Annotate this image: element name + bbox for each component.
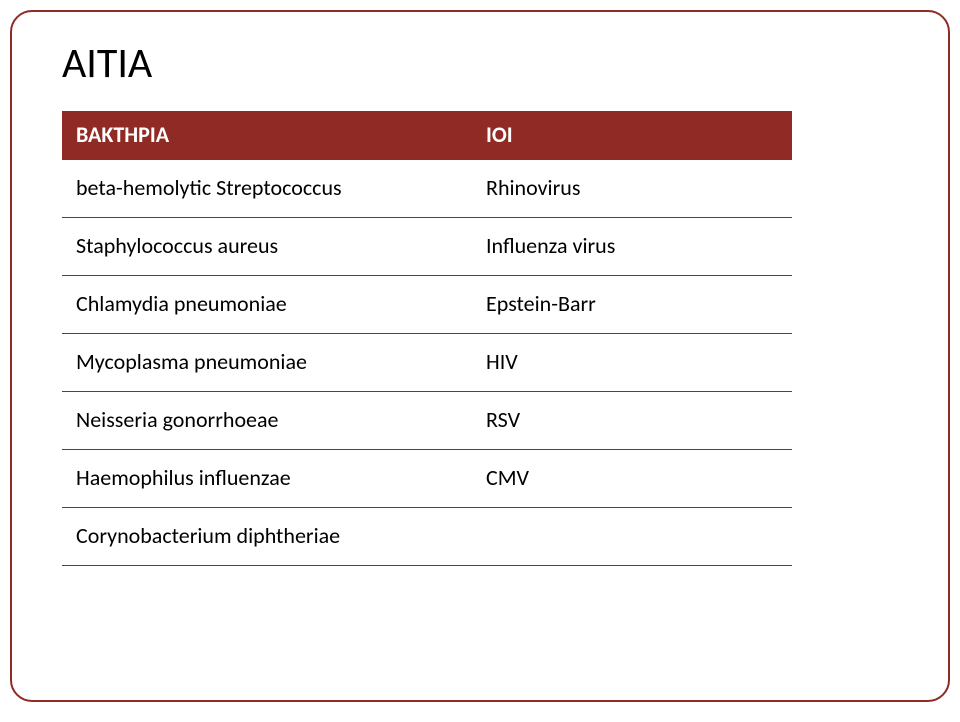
table-row: Corynobacterium diphtheriae <box>62 508 792 566</box>
table-row: Staphylococcus aureus Influenza virus <box>62 218 792 276</box>
cell-bacteria: Chlamydia pneumoniae <box>62 276 472 334</box>
cell-virus: HIV <box>472 334 792 392</box>
cell-virus: CMV <box>472 450 792 508</box>
table-row: Neisseria gonorrhoeae RSV <box>62 392 792 450</box>
table-row: beta-hemolytic Streptococcus Rhinovirus <box>62 160 792 218</box>
slide-frame: ΑΙΤΙΑ ΒΑΚΤΗΡΙΑ ΙΟΙ beta-hemolytic Strept… <box>10 10 950 702</box>
cell-bacteria: Neisseria gonorrhoeae <box>62 392 472 450</box>
table-row: Mycoplasma pneumoniae HIV <box>62 334 792 392</box>
cell-bacteria: beta-hemolytic Streptococcus <box>62 160 472 218</box>
col-header-viruses: ΙΟΙ <box>472 111 792 160</box>
cell-virus: Influenza virus <box>472 218 792 276</box>
etiology-table: ΒΑΚΤΗΡΙΑ ΙΟΙ beta-hemolytic Streptococcu… <box>62 111 792 566</box>
cell-bacteria: Haemophilus influenzae <box>62 450 472 508</box>
table-row: Chlamydia pneumoniae Epstein-Barr <box>62 276 792 334</box>
cell-virus: Epstein-Barr <box>472 276 792 334</box>
slide-title: ΑΙΤΙΑ <box>62 38 908 89</box>
col-header-bacteria: ΒΑΚΤΗΡΙΑ <box>62 111 472 160</box>
cell-virus: RSV <box>472 392 792 450</box>
table-row: Haemophilus influenzae CMV <box>62 450 792 508</box>
cell-bacteria: Staphylococcus aureus <box>62 218 472 276</box>
cell-virus <box>472 508 792 566</box>
cell-bacteria: Corynobacterium diphtheriae <box>62 508 472 566</box>
table-header-row: ΒΑΚΤΗΡΙΑ ΙΟΙ <box>62 111 792 160</box>
cell-virus: Rhinovirus <box>472 160 792 218</box>
cell-bacteria: Mycoplasma pneumoniae <box>62 334 472 392</box>
